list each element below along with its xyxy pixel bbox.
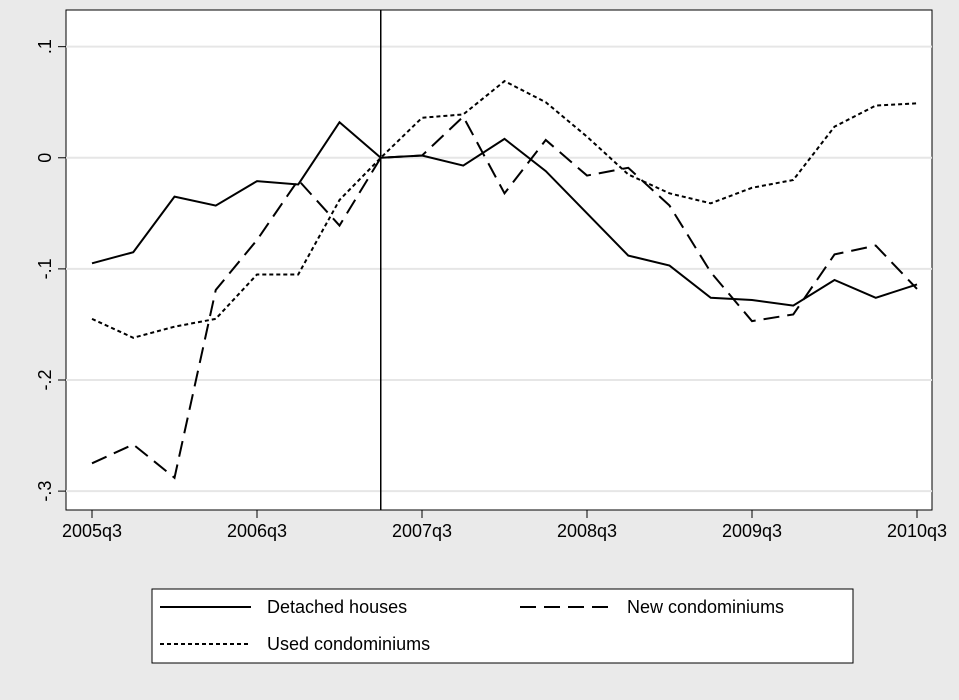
lines <box>91 10 918 510</box>
y-tick-label: .1 <box>35 39 55 54</box>
x-tick-label: 2006q3 <box>227 521 287 541</box>
grid <box>66 45 932 493</box>
y-tick-label: -.3 <box>35 481 55 502</box>
series-line <box>91 120 918 307</box>
legend-label: Used condominiums <box>267 634 430 654</box>
x-tick-label: 2008q3 <box>557 521 617 541</box>
y-tick-label: 0 <box>35 153 55 163</box>
plot-area <box>65 9 933 511</box>
y-tick-label: -.1 <box>35 258 55 279</box>
x-tick-label: 2009q3 <box>722 521 782 541</box>
legend <box>151 588 854 664</box>
legend-label: New condominiums <box>627 597 784 617</box>
series-line <box>91 79 918 339</box>
series-line <box>91 115 918 480</box>
legend-label: Detached houses <box>267 597 407 617</box>
y-tick-label: -.2 <box>35 369 55 390</box>
x-tick-label: 2005q3 <box>62 521 122 541</box>
axes: -.3 -.2 -.1 0 .1 2005q3 2006q3 2007q3 2008q3 2009… <box>35 39 947 541</box>
legend-items: Detached houses New condominiums Used cond… <box>160 597 784 654</box>
x-tick-label: 2007q3 <box>392 521 452 541</box>
x-tick-label: 2010q3 <box>887 521 947 541</box>
